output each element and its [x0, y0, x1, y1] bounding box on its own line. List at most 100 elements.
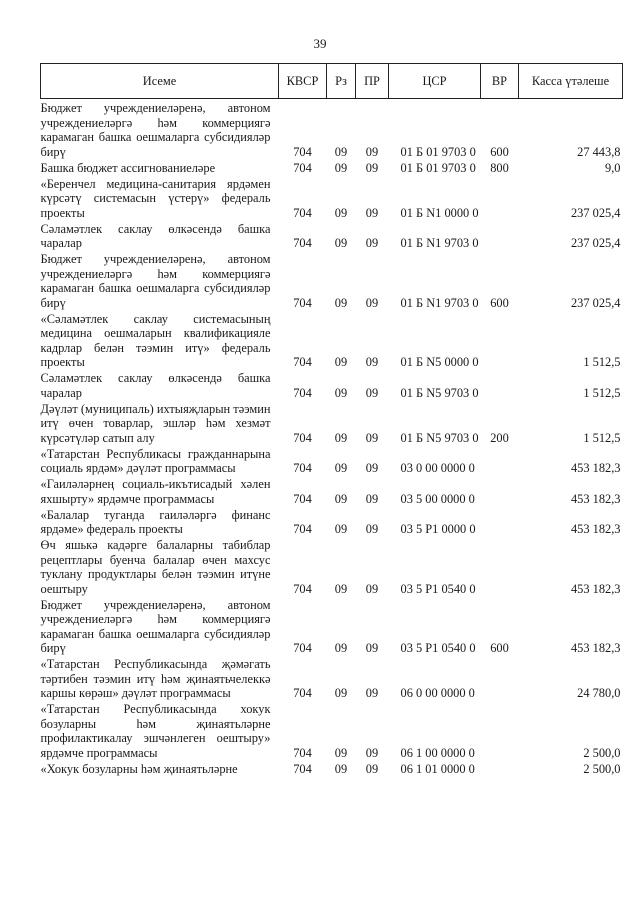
table-header-row: Исеме КВСР Рз ПР ЦСР ВР Касса үтәлеше	[40, 63, 623, 99]
cell-vr	[481, 222, 519, 253]
cell-kvsr: 704	[293, 430, 312, 445]
cell-csr: 06 1 00 0000 0	[400, 745, 475, 760]
cell-vr: 200	[490, 430, 509, 445]
cell-pr: 09	[365, 385, 379, 400]
table-row: Бюджет учреждениеләренә, автоном учрежде…	[41, 252, 623, 312]
cell-vr	[481, 477, 519, 508]
cell-vr	[481, 177, 519, 222]
cell-kassa: 237 025,4	[570, 205, 621, 220]
cell-name: «Татарстан Республикасында җәмәгать тәрт…	[40, 657, 271, 700]
cell-rz: 09	[334, 461, 348, 475]
cell-vr: 800	[490, 160, 509, 175]
cell-kassa: 453 182,3	[570, 641, 621, 655]
cell-rz: 09	[334, 430, 348, 445]
table-row: «Гаиләләрнең социаль-икътисадый хәлен ях…	[41, 477, 623, 508]
cell-rz: 09	[334, 144, 348, 159]
cell-vr	[481, 312, 519, 372]
cell-rz: 09	[334, 522, 348, 536]
header-vr: ВР	[480, 63, 519, 99]
cell-pr: 09	[365, 236, 379, 250]
cell-name: «Балалар туганда гаиләләргә финанс ярдәм…	[40, 507, 271, 537]
cell-csr: 01 Б N5 9703 0	[400, 385, 479, 400]
cell-pr: 09	[365, 144, 379, 159]
cell-csr: 01 Б 01 9703 0	[400, 144, 476, 159]
cell-name: Бюджет учреждениеләренә, автоном учрежде…	[40, 101, 271, 159]
cell-pr: 09	[365, 641, 379, 655]
cell-kassa: 237 025,4	[570, 295, 621, 310]
cell-csr: 03 5 00 0000 0	[400, 491, 475, 506]
header-csr: ЦСР	[388, 63, 481, 99]
cell-csr: 01 Б N1 9703 0	[400, 236, 479, 250]
cell-rz: 09	[334, 641, 348, 655]
table-row: «Хокук бозуларны һәм җинаятьләрне 704 09 09…	[41, 762, 623, 778]
cell-kassa: 453 182,3	[570, 522, 621, 536]
cell-rz: 09	[334, 205, 348, 220]
cell-rz: 09	[334, 686, 348, 700]
cell-rz: 09	[334, 491, 348, 506]
cell-rz: 09	[334, 236, 348, 250]
cell-csr: 01 Б 01 9703 0	[400, 160, 476, 175]
cell-name: Бюджет учреждениеләренә, автоном учрежде…	[40, 597, 271, 656]
cell-name: «Татарстан Республикасында хокук бозулар…	[40, 702, 271, 760]
header-pr: ПР	[355, 63, 389, 99]
cell-kassa: 2 500,0	[583, 761, 621, 776]
cell-kassa: 453 182,3	[570, 491, 621, 506]
cell-csr: 03 5 P1 0000 0	[400, 522, 476, 536]
cell-vr	[481, 762, 519, 778]
cell-kassa: 453 182,3	[570, 581, 621, 596]
cell-rz: 09	[334, 745, 348, 760]
cell-kvsr: 704	[293, 355, 312, 369]
table-row: Дәүләт (муниципаль) ихтыяҗларын тәэмин и…	[41, 402, 623, 447]
table-row: Өч яшькә кадәрге балаларны табиблар реце…	[41, 538, 623, 598]
table-row: «Татарстан Республикасында хокук бозулар…	[41, 702, 623, 762]
cell-pr: 09	[365, 745, 379, 760]
cell-name: «Беренчел медицина-санитария ярдәмен күр…	[40, 176, 271, 220]
cell-kassa: 1 512,5	[583, 430, 621, 445]
cell-vr	[481, 657, 519, 702]
cell-vr	[481, 508, 519, 539]
cell-kvsr: 704	[293, 160, 312, 175]
budget-table: Исеме КВСР Рз ПР ЦСР ВР Касса үтәлеше Бю…	[40, 63, 623, 778]
cell-rz: 09	[334, 581, 348, 596]
cell-vr	[481, 702, 519, 762]
cell-kvsr: 704	[293, 385, 312, 400]
cell-pr: 09	[365, 686, 379, 700]
cell-name: «Сәламәтлек саклау системасының медицина…	[40, 311, 271, 370]
cell-pr: 09	[365, 461, 379, 475]
table-row: Бюджет учреждениеләренә, автоном учрежде…	[41, 598, 623, 658]
cell-kvsr: 704	[293, 491, 312, 506]
cell-name: «Татарстан Республикасы гражданнарына со…	[40, 446, 271, 476]
cell-kassa: 27 443,8	[577, 144, 621, 159]
cell-name: Бюджет учреждениеләренә, автоном учрежде…	[40, 252, 271, 310]
table-row: Сәламәтлек саклау өлкәсендә башка чарала…	[41, 222, 623, 253]
cell-kassa: 2 500,0	[583, 745, 621, 760]
cell-rz: 09	[334, 385, 348, 400]
cell-kvsr: 704	[293, 641, 312, 655]
cell-kvsr: 704	[293, 522, 312, 536]
cell-kassa: 9,0	[605, 160, 621, 175]
cell-name: Сәламәтлек саклау өлкәсендә башка чарала…	[40, 371, 271, 400]
cell-kvsr: 704	[293, 236, 312, 250]
cell-pr: 09	[365, 430, 379, 445]
table-row: «Балалар туганда гаиләләргә финанс ярдәм…	[41, 508, 623, 539]
cell-name: Сәламәтлек саклау өлкәсендә башка чарала…	[40, 221, 271, 251]
cell-pr: 09	[365, 522, 379, 536]
cell-kassa: 237 025,4	[570, 236, 621, 250]
cell-vr: 600	[490, 144, 509, 159]
table-row: «Сәламәтлек саклау системасының медицина…	[41, 312, 623, 372]
cell-kassa: 1 512,5	[583, 355, 621, 369]
cell-kvsr: 704	[293, 581, 312, 596]
cell-vr	[481, 371, 519, 402]
cell-pr: 09	[365, 491, 379, 506]
table-row: «Татарстан Республикасында җәмәгать тәрт…	[41, 657, 623, 702]
cell-kvsr: 704	[293, 745, 312, 760]
cell-pr: 09	[365, 205, 379, 220]
cell-vr: 600	[490, 295, 509, 310]
cell-name: «Хокук бозуларны һәм җинаятьләрне	[40, 761, 238, 776]
header-kassa: Касса үтәлеше	[518, 63, 623, 99]
cell-csr: 01 Б N1 9703 0	[400, 295, 479, 310]
cell-csr: 03 5 P1 0540 0	[400, 581, 476, 596]
cell-kvsr: 704	[293, 761, 312, 776]
header-kvsr: КВСР	[278, 63, 327, 99]
cell-kvsr: 704	[293, 295, 312, 310]
